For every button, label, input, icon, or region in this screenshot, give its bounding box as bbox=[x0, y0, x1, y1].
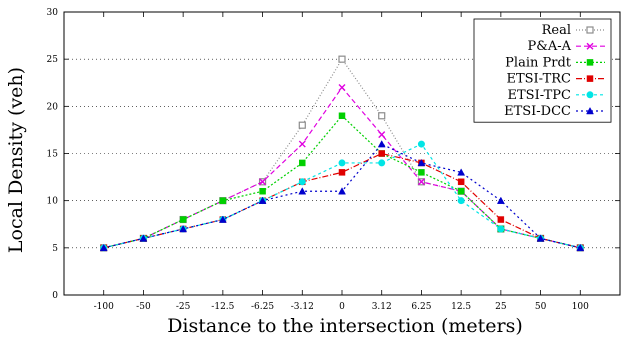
legend-label: ETSI-DCC bbox=[504, 104, 571, 119]
legend-label: Plain Prdt bbox=[505, 55, 572, 70]
data-point bbox=[179, 224, 188, 233]
data-point bbox=[258, 196, 267, 204]
legend-label: Real bbox=[542, 23, 571, 38]
y-axis-title: Local Density (veh) bbox=[5, 67, 27, 253]
data-point bbox=[378, 131, 386, 139]
legend-box bbox=[473, 18, 612, 123]
data-point bbox=[139, 234, 148, 242]
y-axis-ticks: 0 5 10 15 20 25 30 bbox=[47, 8, 620, 301]
data-point bbox=[298, 178, 306, 186]
y-tick-label: 0 bbox=[52, 291, 58, 301]
data-point bbox=[298, 140, 306, 148]
data-point bbox=[457, 197, 465, 205]
data-point bbox=[338, 112, 346, 120]
data-point bbox=[179, 216, 187, 223]
y-tick-label: 25 bbox=[47, 55, 59, 65]
data-point bbox=[417, 158, 426, 167]
data-point bbox=[417, 140, 425, 148]
series-5 bbox=[99, 140, 585, 252]
legend-marker bbox=[586, 106, 594, 115]
y-tick-label: 15 bbox=[47, 150, 59, 160]
data-point bbox=[457, 168, 466, 176]
data-point bbox=[259, 187, 266, 195]
data-point bbox=[378, 150, 385, 157]
data-point bbox=[378, 159, 386, 167]
data-point bbox=[338, 83, 346, 91]
data-point bbox=[99, 243, 108, 252]
legend-marker bbox=[586, 26, 594, 34]
legend-label: ETSI-TPC bbox=[508, 88, 572, 103]
data-point bbox=[457, 178, 465, 186]
data-point bbox=[338, 159, 346, 167]
x-tick-label: -3.12 bbox=[291, 302, 314, 312]
x-tick-label: 3.12 bbox=[372, 302, 392, 312]
data-point bbox=[536, 234, 545, 242]
x-tick-label: 100 bbox=[572, 302, 589, 312]
x-tick-label: 0 bbox=[339, 302, 345, 312]
x-axis-title: Distance to the intersection (meters) bbox=[167, 315, 523, 337]
x-tick-label: -100 bbox=[94, 302, 114, 312]
data-point bbox=[259, 178, 267, 186]
x-tick-label: -25 bbox=[176, 302, 191, 312]
y-tick-label: 10 bbox=[47, 197, 59, 207]
x-tick-label: 6.25 bbox=[411, 302, 431, 312]
data-point bbox=[298, 121, 306, 129]
legend-marker bbox=[586, 59, 594, 66]
data-point bbox=[418, 169, 425, 176]
y-tick-label: 30 bbox=[47, 8, 59, 18]
x-tick-label: -6.25 bbox=[251, 302, 274, 312]
series-layer bbox=[99, 55, 585, 252]
x-tick-label: -50 bbox=[136, 302, 151, 312]
data-point bbox=[338, 55, 346, 63]
data-point bbox=[377, 140, 386, 148]
data-point bbox=[457, 187, 465, 195]
data-point bbox=[497, 225, 505, 233]
data-point bbox=[338, 187, 346, 195]
x-axis-ticks: -100 -50 -25 -12.5 -6.25 -3.12 0 3.12 6.25 12.5 25… bbox=[94, 12, 589, 312]
data-point bbox=[218, 215, 227, 223]
x-tick-label: -12.5 bbox=[211, 302, 234, 312]
data-point bbox=[298, 187, 307, 195]
legend-label: ETSI-TRC bbox=[506, 72, 571, 87]
legend-label: P&A-A bbox=[528, 39, 572, 54]
x-tick-label: 12.5 bbox=[451, 302, 471, 312]
data-point bbox=[299, 159, 306, 167]
data-point bbox=[496, 196, 505, 204]
legend-marker bbox=[586, 75, 594, 82]
x-tick-label: 50 bbox=[535, 302, 547, 312]
data-point bbox=[497, 216, 505, 223]
data-point bbox=[338, 169, 346, 176]
x-tick-label: 25 bbox=[495, 302, 507, 312]
y-tick-label: 20 bbox=[47, 102, 59, 112]
data-point bbox=[417, 178, 425, 186]
data-point bbox=[576, 243, 585, 252]
gridlines bbox=[64, 58, 620, 249]
data-point bbox=[378, 112, 386, 120]
y-tick-label: 5 bbox=[52, 244, 58, 254]
data-point bbox=[219, 197, 227, 204]
legend-marker bbox=[586, 42, 594, 50]
legend-marker bbox=[586, 91, 594, 99]
